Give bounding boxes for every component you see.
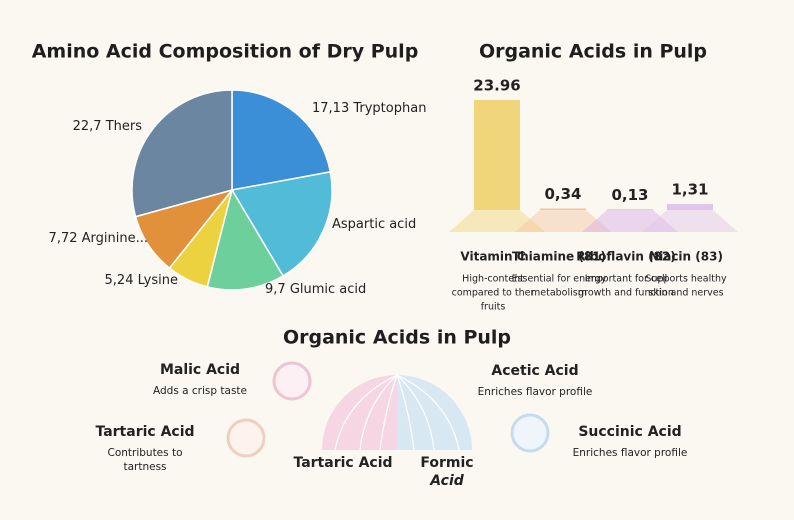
bar — [607, 209, 653, 210]
bar-description: Essential for energy — [512, 274, 607, 285]
bar-category: Riboflavin (82) — [576, 250, 676, 264]
bar-description: Important for cell — [585, 274, 668, 285]
succinic-icon — [510, 413, 550, 453]
slice-value: 9,7 — [265, 282, 286, 297]
acid-name: Acetic Acid — [491, 363, 578, 379]
acid-note: Enriches flavor profile — [573, 447, 688, 459]
bar-shadow — [449, 210, 545, 232]
slice-name: Arginine... — [82, 231, 148, 246]
slice-label: 9,7 Glumic acid — [265, 282, 366, 297]
pie-slice — [131, 89, 233, 218]
bar-shadow — [515, 210, 611, 232]
slice-name: Tryptophan — [352, 101, 426, 116]
slice-label: Aspartic acid — [332, 217, 416, 232]
slice-label: 5,24 Lysine — [105, 273, 178, 288]
bar-description: compared to ther — [452, 288, 535, 299]
slice-label: 7,72 Arginine... — [49, 231, 148, 246]
bar-shadow — [642, 210, 738, 232]
bar-value: 0,34 — [544, 185, 581, 203]
slice-value: 7,72 — [49, 231, 78, 246]
slice-value: 22,7 — [73, 119, 102, 134]
slice-value: 17,13 — [312, 101, 349, 116]
slice-name: Thers — [105, 119, 143, 134]
slice-value: 5,24 — [105, 273, 134, 288]
bar-value: 23.96 — [473, 77, 520, 95]
center-acid: Acid — [429, 473, 465, 489]
slice-name: Lysine — [138, 273, 178, 288]
bar-description: High-content — [462, 274, 524, 285]
acid-note: Enriches flavor profile — [478, 386, 593, 398]
bar-description: growth and function — [578, 288, 674, 299]
bar-description: fruits — [481, 302, 506, 313]
acid-note: Adds a crisp taste — [153, 385, 247, 397]
bar — [474, 100, 520, 210]
bar-description: metabolism — [531, 288, 587, 299]
center-acid: Formic — [420, 455, 473, 471]
dome-ribs — [334, 374, 460, 451]
acid-name: Malic Acid — [160, 362, 240, 378]
malic-icon — [272, 361, 312, 401]
slice-label: 17,13 Tryptophan — [312, 101, 426, 116]
bar-value: 0,13 — [611, 186, 648, 204]
bar-category: Thiamine (81) — [512, 250, 606, 264]
bar-category: Vitamin C — [460, 250, 525, 264]
slice-name: Aspartic acid — [332, 217, 416, 232]
bar-description: skin and nerves — [648, 288, 723, 299]
pie-title: Amino Acid Composition of Dry Pulp — [32, 41, 419, 63]
pie-slice — [230, 171, 333, 277]
bar-description: Supports healthy — [645, 274, 727, 285]
bar-category: Niacin (83) — [649, 250, 723, 264]
bar-shadow — [582, 210, 678, 232]
bar-title: Organic Acids in Pulp — [479, 41, 707, 63]
acid-name: Tartaric Acid — [95, 424, 194, 440]
slice-label: 22,7 Thers — [73, 119, 143, 134]
acid-note: Contributes to — [107, 447, 182, 459]
center-acid: Tartaric Acid — [293, 455, 392, 471]
tartaric-icon — [226, 418, 266, 458]
bar-value: 1,31 — [671, 180, 708, 198]
acid-note: tartness — [123, 461, 166, 473]
bar — [540, 208, 586, 210]
bar — [667, 203, 713, 210]
acid-name: Succinic Acid — [578, 424, 681, 440]
acids-title: Organic Acids in Pulp — [283, 327, 511, 349]
pie-slice — [231, 89, 332, 191]
slice-name: Glumic acid — [290, 282, 366, 297]
